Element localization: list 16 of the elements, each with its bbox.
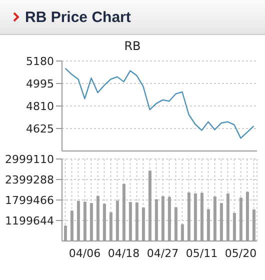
y-tick-label: 1199644 bbox=[5, 214, 54, 228]
x-tick-label: 04/06 bbox=[68, 246, 101, 260]
chart-title: RB Price Chart bbox=[25, 8, 131, 26]
y-tick-label: 4625 bbox=[26, 122, 54, 136]
y-tick-label: 1799466 bbox=[5, 194, 54, 207]
y-tick-label: 5180 bbox=[26, 54, 54, 68]
x-tick-label: 05/11 bbox=[186, 246, 218, 260]
line-series bbox=[64, 68, 254, 139]
x-tick-label: 05/20 bbox=[224, 246, 257, 260]
x-tick-label: 04/18 bbox=[108, 246, 140, 260]
y-tick-label: 4810 bbox=[26, 100, 54, 113]
x-tick-label: 04/27 bbox=[146, 246, 179, 260]
y-tick-label: 2399288 bbox=[5, 173, 54, 186]
y-tick-label: 4995 bbox=[26, 77, 54, 90]
y-tick-label: 2999110 bbox=[5, 152, 54, 166]
chart-subtitle: RB bbox=[123, 39, 142, 53]
